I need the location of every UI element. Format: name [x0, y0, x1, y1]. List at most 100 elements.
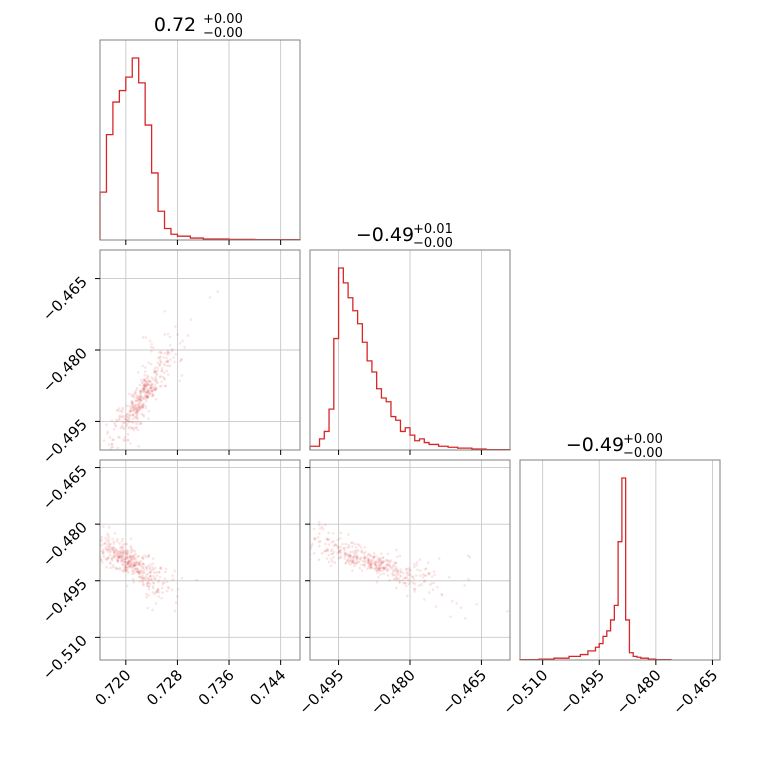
- scatter-point: [128, 410, 131, 413]
- scatter-point: [409, 569, 412, 572]
- scatter-point: [140, 555, 144, 559]
- scatter-point: [132, 564, 136, 567]
- scatter-point: [354, 561, 357, 564]
- scatter-point: [126, 560, 130, 564]
- scatter-point: [141, 390, 145, 393]
- scatter-point: [142, 584, 145, 587]
- scatter-point: [119, 547, 123, 550]
- scatter-point: [141, 576, 145, 580]
- scatter-point: [113, 532, 117, 535]
- scatter-point: [155, 373, 159, 377]
- scatter-point: [145, 566, 148, 570]
- scatter-point: [151, 584, 155, 588]
- scatter-point: [369, 566, 372, 570]
- scatter-point: [117, 555, 120, 558]
- scatter-point: [166, 359, 170, 363]
- scatter-point: [359, 558, 362, 562]
- scatter-point: [128, 559, 132, 563]
- scatter-point: [413, 582, 417, 586]
- scatter-point: [160, 596, 163, 600]
- scatter-point: [163, 377, 167, 381]
- scatter-point: [383, 565, 386, 569]
- scatter-point: [143, 390, 146, 394]
- scatter-point: [139, 572, 143, 575]
- scatter-point: [374, 566, 378, 570]
- scatter-point: [134, 403, 138, 406]
- scatter-point: [153, 592, 157, 596]
- scatter-point: [150, 342, 153, 346]
- scatter-point: [137, 397, 140, 401]
- scatter-point: [143, 373, 146, 377]
- scatter-point: [434, 605, 438, 608]
- histogram-2: [519, 477, 672, 661]
- scatter-point: [160, 369, 164, 372]
- scatter-point: [164, 360, 168, 364]
- scatter-point: [127, 550, 130, 553]
- scatter-point: [107, 526, 111, 529]
- scatter-point: [384, 559, 388, 562]
- scatter-point: [148, 392, 151, 395]
- scatter-point: [377, 575, 380, 579]
- scatter-point: [466, 554, 470, 557]
- scatter-point: [374, 563, 378, 567]
- scatter-point: [157, 595, 161, 598]
- scatter-point: [117, 550, 121, 554]
- scatter-point: [333, 561, 337, 564]
- scatter-point: [139, 569, 142, 572]
- scatter-point: [119, 426, 123, 430]
- scatter-point: [351, 550, 354, 554]
- scatter-point: [423, 580, 426, 584]
- scatter-point: [312, 527, 316, 531]
- scatter-point: [327, 543, 331, 546]
- scatter-point: [146, 389, 150, 393]
- scatter-point: [168, 335, 172, 339]
- scatter-point: [155, 372, 158, 376]
- scatter-point: [122, 566, 126, 570]
- scatter-point: [150, 383, 154, 386]
- scatter-point: [317, 532, 321, 535]
- scatter-point: [116, 559, 120, 563]
- scatter-point: [343, 554, 346, 558]
- scatter-point: [403, 581, 407, 585]
- scatter-point: [131, 404, 134, 408]
- scatter-point: [343, 547, 346, 550]
- scatter-point: [132, 395, 136, 399]
- scatter-point: [126, 438, 130, 442]
- scatter-point: [395, 576, 399, 580]
- scatter-point: [121, 546, 125, 549]
- scatter-point: [103, 542, 107, 545]
- scatter-point: [146, 580, 150, 583]
- histogram-0: [99, 57, 301, 241]
- scatter-point: [349, 563, 352, 566]
- scatter-point: [120, 559, 123, 562]
- scatter-point: [134, 391, 138, 394]
- scatter-point: [151, 608, 154, 612]
- scatter-point: [126, 562, 130, 565]
- scatter-point: [351, 569, 354, 572]
- scatter-point: [165, 589, 169, 593]
- scatter-point: [143, 554, 146, 557]
- scatter-point: [150, 382, 154, 386]
- scatter-point: [148, 571, 152, 575]
- scatter-point: [143, 385, 147, 388]
- scatter-point: [153, 370, 157, 374]
- scatter-point: [165, 580, 169, 584]
- scatter-point: [127, 392, 131, 396]
- scatter-point: [118, 436, 121, 440]
- scatter-point: [111, 546, 115, 550]
- scatter-point: [375, 565, 379, 569]
- scatter-point: [121, 424, 124, 428]
- scatter-point: [317, 544, 321, 548]
- scatter-point: [324, 549, 327, 553]
- scatter-point: [134, 408, 138, 411]
- scatter-point: [142, 577, 145, 580]
- scatter-point: [123, 568, 127, 571]
- scatter-point: [130, 399, 134, 403]
- scatter-point: [146, 374, 149, 377]
- scatter-point: [124, 566, 128, 569]
- scatter-point: [126, 418, 130, 422]
- scatter-point: [426, 561, 430, 564]
- scatter-point: [137, 399, 140, 402]
- scatter-point: [138, 563, 142, 567]
- scatter-point: [140, 399, 143, 402]
